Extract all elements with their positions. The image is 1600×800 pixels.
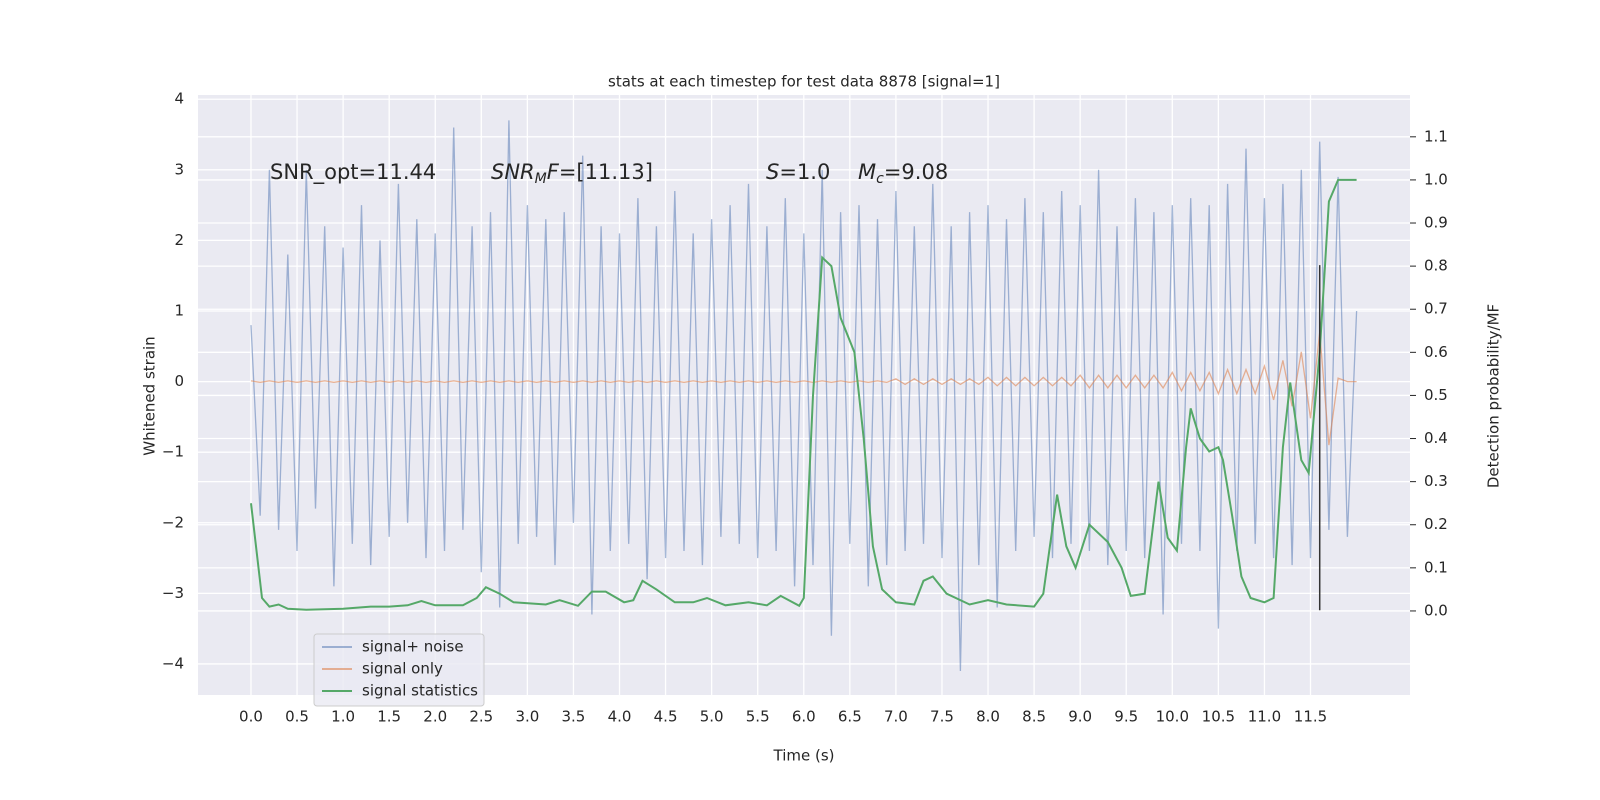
y2-tick-label: 0.2	[1424, 515, 1448, 533]
x-tick-label: 11.5	[1294, 708, 1327, 726]
series-line	[250, 178, 1357, 611]
legend-label: signal statistics	[362, 682, 478, 700]
x-tick-label: 0.5	[285, 708, 309, 726]
y2-tick-label: 0.3	[1424, 472, 1448, 490]
x-tick-label: 7.0	[884, 708, 908, 726]
legend-box	[313, 633, 485, 707]
x-tick-label: 6.0	[792, 708, 816, 726]
y2-tick-label: 1.0	[1424, 170, 1448, 188]
annotation: Mc=9.08	[858, 160, 948, 187]
legend-label: signal only	[362, 660, 443, 678]
x-tick-label: 1.5	[377, 708, 401, 726]
annotation-part: S	[766, 160, 779, 184]
x-tick-label: 9.0	[1068, 708, 1092, 726]
x-tick-label: 3.5	[562, 708, 586, 726]
annotation-part: SNR	[491, 160, 535, 184]
y-tick-label: −3	[162, 584, 184, 602]
y-tick-label: 1	[174, 302, 184, 320]
annotation: SNR_opt=11.44	[270, 160, 436, 185]
annotation: S=1.0	[766, 160, 830, 184]
annotation-part: M	[858, 160, 876, 184]
chart-title: stats at each timestep for test data 887…	[608, 73, 1000, 91]
annotation-part: F	[547, 160, 560, 184]
annotation: SNRMF=[11.13]	[491, 160, 653, 187]
x-tick-label: 5.5	[746, 708, 770, 726]
x-tick-label: 0.0	[239, 708, 263, 726]
annotation-part: =9.08	[884, 160, 948, 184]
annotation-part: c	[876, 171, 884, 187]
y-tick-label: 3	[174, 160, 184, 178]
x-tick-label: 8.0	[976, 708, 1000, 726]
y2-tick-label: 0.9	[1424, 214, 1448, 232]
x-tick-label: 5.0	[700, 708, 724, 726]
y2-tick-label: 0.6	[1424, 343, 1448, 361]
x-tick-label: 10.0	[1156, 708, 1189, 726]
annotation-part: =1.0	[779, 160, 830, 184]
x-tick-label: 3.0	[515, 708, 539, 726]
legend-label: signal+ noise	[362, 638, 464, 656]
y2-tick-label: 0.7	[1424, 300, 1448, 318]
y-tick-label: 4	[174, 90, 184, 108]
y2-tick-label: 0.5	[1424, 386, 1448, 404]
x-tick-label: 7.5	[930, 708, 954, 726]
x-tick-label: 8.5	[1022, 708, 1046, 726]
x-tick-label: 6.5	[838, 708, 862, 726]
y-tick-label: 2	[174, 231, 184, 249]
x-tick-label: 9.5	[1114, 708, 1138, 726]
y2-tick-label: 1.1	[1424, 127, 1448, 145]
y-tick-label: −2	[162, 513, 184, 531]
x-tick-label: 11.0	[1248, 708, 1281, 726]
x-tick-label: 4.5	[654, 708, 678, 726]
x-tick-label: 2.5	[469, 708, 493, 726]
y2-tick-label: 0.4	[1424, 429, 1448, 447]
x-tick-label: 2.0	[423, 708, 447, 726]
annotation-part: M	[535, 171, 547, 187]
x-tick-label: 1.0	[331, 708, 355, 726]
annotation-part: =[11.13]	[559, 160, 653, 184]
series-line	[250, 332, 1357, 446]
y2-tick-label: 0.1	[1424, 558, 1448, 576]
x-axis-label: Time (s)	[773, 747, 835, 765]
y-tick-label: −1	[162, 443, 184, 461]
y-axis-label: Whitened strain	[141, 336, 159, 455]
x-tick-label: 10.5	[1202, 708, 1235, 726]
y-tick-label: 0	[174, 372, 184, 390]
annotation-part: SNR_opt=11.44	[270, 160, 436, 185]
x-tick-label: 4.0	[608, 708, 632, 726]
y2-axis-label: Detection probability/MF	[1485, 304, 1503, 488]
y-tick-label: −4	[162, 654, 184, 672]
series-line	[250, 120, 1358, 672]
y2-tick-label: 0.8	[1424, 257, 1448, 275]
y2-tick-label: 0.0	[1424, 601, 1448, 619]
